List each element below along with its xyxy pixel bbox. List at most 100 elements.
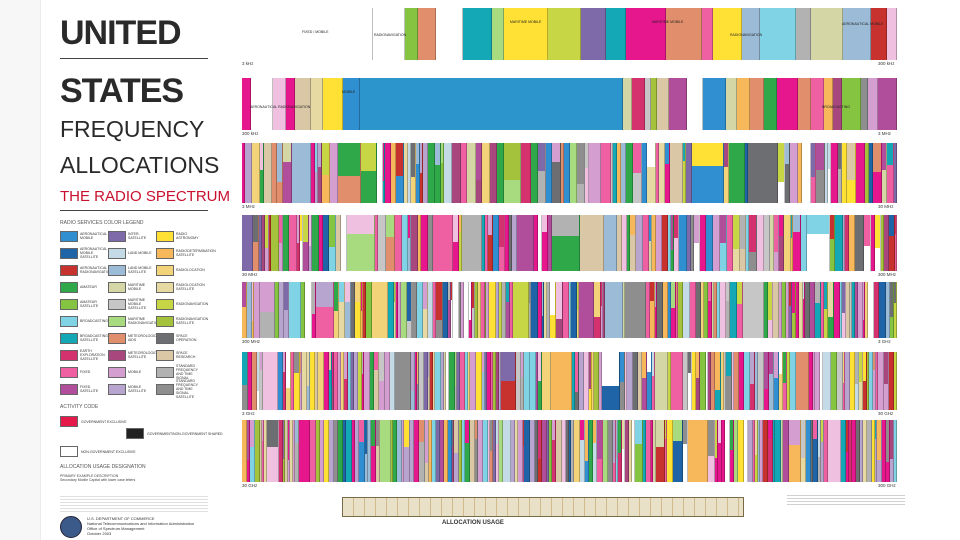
legend-table <box>342 497 744 517</box>
allocation-segment <box>600 282 603 338</box>
allocation-subsegment <box>522 420 524 446</box>
allocation-subsegment <box>592 420 597 443</box>
allocation-subsegment <box>828 282 833 317</box>
allocation-segment <box>291 143 311 203</box>
allocation-segment <box>690 282 697 338</box>
allocation-segment <box>630 215 636 271</box>
activity-item: GOVERNMENT/NON-GOVERNMENT SHARED <box>126 428 223 439</box>
legend-item: AERONAUTICAL MOBILE SATELLITE <box>60 247 108 259</box>
allocation-segment <box>584 420 589 482</box>
allocation-subsegment <box>382 143 385 182</box>
allocation-segment <box>714 352 721 410</box>
allocation-subsegment <box>542 282 544 316</box>
allocation-segment <box>878 352 884 410</box>
allocation-segment <box>885 420 891 482</box>
allocation-subsegment <box>549 282 556 316</box>
allocation-segment <box>561 143 564 203</box>
allocation-segment <box>323 78 343 130</box>
band-label: MARITIME MOBILE <box>652 20 684 24</box>
allocation-segment <box>411 143 417 203</box>
allocation-segment <box>486 282 490 338</box>
allocation-subsegment <box>481 352 484 373</box>
allocation-segment <box>333 420 338 482</box>
allocation-segment <box>646 143 656 203</box>
allocation-segment <box>485 215 489 271</box>
allocation-segment <box>871 215 875 271</box>
fine-print <box>60 494 208 514</box>
allocation-segment <box>480 282 485 338</box>
allocation-segment <box>424 352 429 410</box>
allocation-subsegment <box>495 420 498 444</box>
allocation-subsegment <box>307 352 310 386</box>
allocation-segment <box>645 282 651 338</box>
allocation-subsegment <box>888 215 894 236</box>
allocation-subsegment <box>386 215 395 237</box>
allocation-segment <box>431 420 437 482</box>
allocation-subsegment <box>294 352 299 374</box>
allocation-segment <box>693 215 700 271</box>
allocation-segment <box>373 8 405 60</box>
allocation-subsegment <box>450 282 452 300</box>
allocation-subsegment <box>683 143 686 162</box>
legend-label: INTER-SATELLITE <box>128 232 147 240</box>
allocation-segment <box>530 143 538 203</box>
allocation-segment <box>359 420 365 482</box>
dept-line: Office of Spectrum Management <box>87 526 145 531</box>
allocation-segment <box>873 352 876 410</box>
allocation-segment <box>544 282 548 338</box>
allocation-segment <box>318 352 324 410</box>
allocation-segment <box>283 143 292 203</box>
allocation-segment <box>772 282 779 338</box>
allocation-segment <box>285 352 291 410</box>
allocation-segment <box>328 215 337 271</box>
allocation-segment <box>417 352 420 410</box>
allocation-segment <box>627 215 631 271</box>
allocation-segment <box>788 282 792 338</box>
allocation-segment <box>322 143 331 203</box>
band-label: RADIONAVIGATION <box>374 33 407 37</box>
allocation-subsegment <box>876 420 882 460</box>
legend-item: BROADCASTING SATELLITE <box>60 332 108 344</box>
allocation-segment <box>657 282 663 338</box>
allocation-subsegment <box>433 282 435 313</box>
allocation-segment <box>391 420 394 482</box>
allocation-segment <box>263 143 272 203</box>
allocation-segment <box>666 8 702 60</box>
allocation-segment <box>323 420 330 482</box>
allocation-segment <box>417 282 424 338</box>
allocation-subsegment <box>846 420 849 453</box>
allocation-segment <box>283 215 290 271</box>
allocation-segment <box>516 215 535 271</box>
band-edge-left: 3 GHz <box>242 411 255 416</box>
allocation-subsegment <box>556 282 562 320</box>
allocation-segment <box>246 420 251 482</box>
allocation-segment <box>272 78 287 130</box>
allocation-subsegment <box>345 282 351 302</box>
allocation-segment <box>706 215 713 271</box>
allocation-segment <box>345 282 352 338</box>
allocation-segment <box>342 420 347 482</box>
allocation-subsegment <box>282 420 285 460</box>
allocation-segment <box>282 420 286 482</box>
allocation-segment <box>797 143 802 203</box>
allocation-segment <box>791 215 794 271</box>
allocation-segment <box>459 352 465 410</box>
allocation-segment <box>452 282 459 338</box>
allocation-segment <box>420 143 423 203</box>
allocation-subsegment <box>538 352 541 381</box>
allocation-segment <box>650 282 655 338</box>
allocation-subsegment <box>613 420 615 463</box>
allocation-segment <box>454 420 459 482</box>
allocation-segment <box>634 420 643 482</box>
legend-label: RADIONAVIGATION SATELLITE <box>176 317 209 325</box>
allocation-subsegment <box>287 420 290 460</box>
allocation-segment <box>856 143 865 203</box>
allocation-segment <box>688 420 708 482</box>
allocation-segment <box>556 420 562 482</box>
allocation-segment <box>375 215 378 271</box>
allocation-segment <box>250 420 255 482</box>
activity-item: NON-GOVERNMENT EXCLUSIVE <box>60 446 136 457</box>
allocation-subsegment <box>673 215 679 239</box>
allocation-segment <box>448 352 455 410</box>
band-edge-left: 30 MHz <box>242 272 258 277</box>
